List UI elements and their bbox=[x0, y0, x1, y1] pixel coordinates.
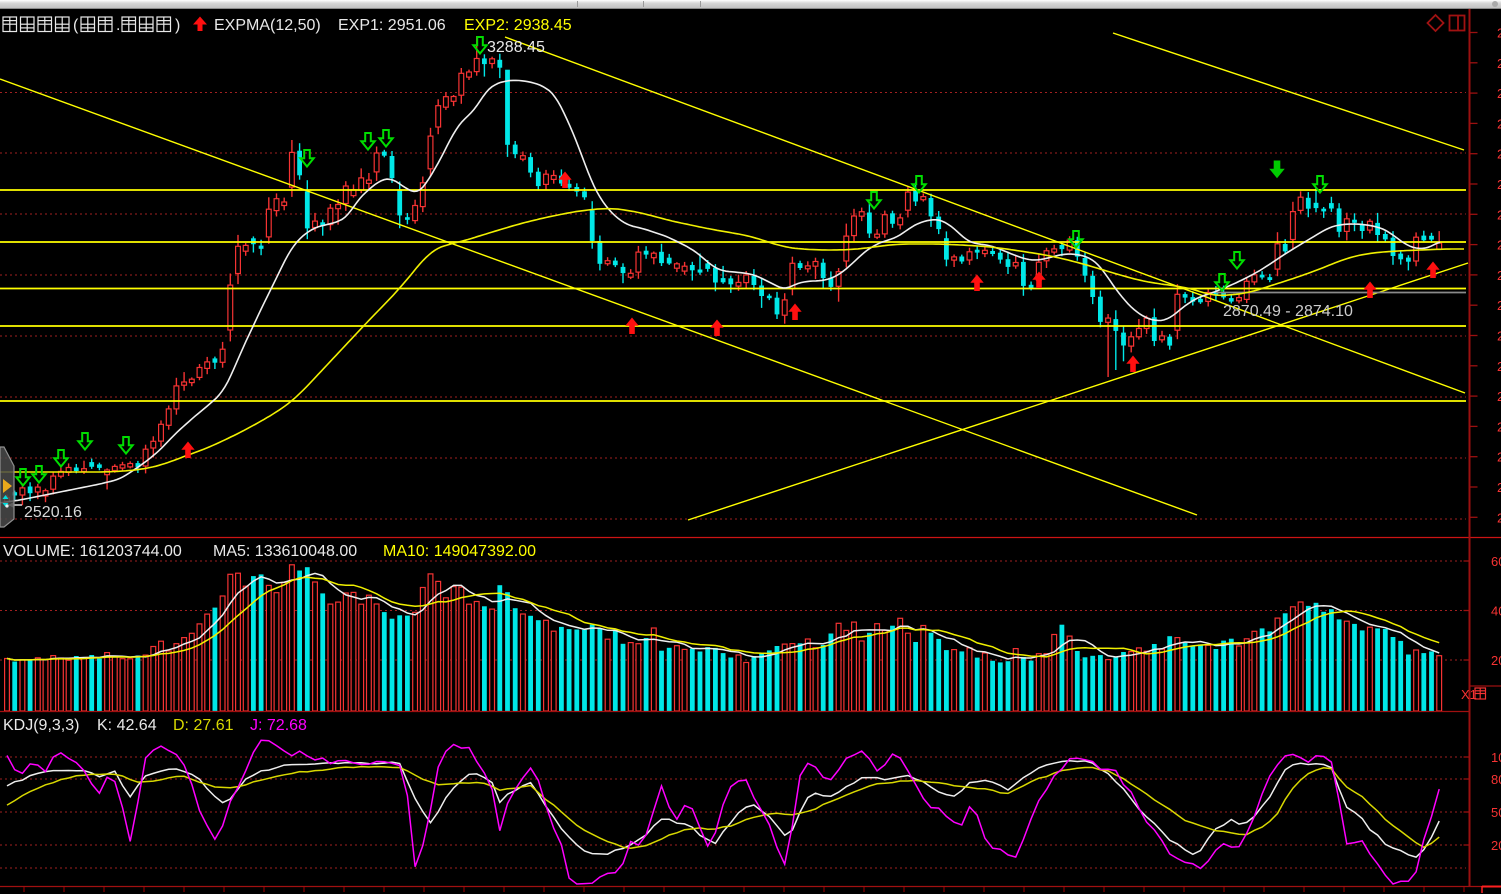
svg-text:2: 2 bbox=[1497, 298, 1501, 313]
svg-text:MA5: 133610048.00: MA5: 133610048.00 bbox=[213, 543, 357, 560]
svg-text:2: 2 bbox=[1497, 26, 1501, 41]
svg-text:20: 20 bbox=[1491, 653, 1501, 668]
svg-text:2: 2 bbox=[1497, 86, 1501, 101]
svg-text:2520.16: 2520.16 bbox=[24, 504, 82, 521]
svg-text:2: 2 bbox=[1497, 329, 1501, 344]
svg-text:.: . bbox=[116, 17, 120, 34]
svg-text:20: 20 bbox=[1491, 838, 1501, 853]
svg-text:2: 2 bbox=[1497, 116, 1501, 131]
svg-text:2: 2 bbox=[1497, 480, 1501, 495]
svg-text:60: 60 bbox=[1491, 554, 1501, 569]
svg-text:50: 50 bbox=[1491, 805, 1501, 820]
svg-text:J: 72.68: J: 72.68 bbox=[250, 717, 307, 734]
svg-text:2: 2 bbox=[1497, 238, 1501, 253]
svg-text:EXP1: 2951.06: EXP1: 2951.06 bbox=[338, 17, 446, 34]
svg-text:2: 2 bbox=[1497, 419, 1501, 434]
svg-text:MA10: 149047392.00: MA10: 149047392.00 bbox=[383, 543, 536, 560]
svg-text:(: ( bbox=[73, 17, 79, 34]
svg-text:3288.45: 3288.45 bbox=[487, 39, 545, 56]
svg-text:2: 2 bbox=[1497, 56, 1501, 71]
svg-text:2: 2 bbox=[1497, 510, 1501, 525]
svg-text:40: 40 bbox=[1491, 604, 1501, 619]
svg-text:2: 2 bbox=[1497, 207, 1501, 222]
svg-text:2: 2 bbox=[1497, 450, 1501, 465]
svg-text:EXPMA(12,50): EXPMA(12,50) bbox=[214, 17, 321, 34]
svg-text:2: 2 bbox=[1497, 268, 1501, 283]
svg-text:2: 2 bbox=[1497, 359, 1501, 374]
svg-text:KDJ(9,3,3): KDJ(9,3,3) bbox=[3, 717, 79, 734]
svg-text:EXP2: 2938.45: EXP2: 2938.45 bbox=[464, 17, 572, 34]
svg-text:VOLUME: 161203744.00: VOLUME: 161203744.00 bbox=[3, 543, 182, 560]
svg-text:D: 27.61: D: 27.61 bbox=[173, 717, 234, 734]
svg-text:2870.49 - 2874.10: 2870.49 - 2874.10 bbox=[1223, 303, 1353, 320]
svg-text:100: 100 bbox=[1491, 750, 1501, 765]
svg-text:K: 42.64: K: 42.64 bbox=[97, 717, 157, 734]
svg-text:80: 80 bbox=[1491, 772, 1501, 787]
svg-text:2: 2 bbox=[1497, 389, 1501, 404]
svg-text:X1: X1 bbox=[1461, 687, 1477, 702]
svg-text:2: 2 bbox=[1497, 177, 1501, 192]
svg-text:): ) bbox=[175, 17, 180, 34]
svg-text:2: 2 bbox=[1497, 147, 1501, 162]
